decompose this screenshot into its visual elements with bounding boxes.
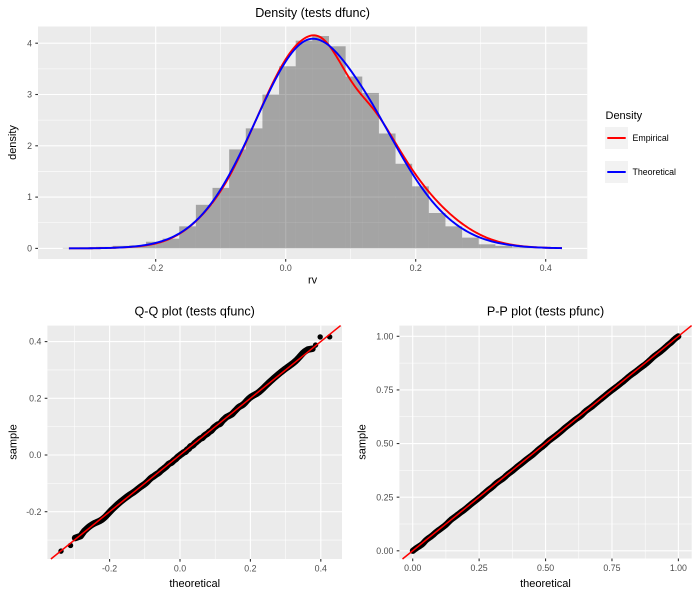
svg-text:0.50: 0.50 (376, 439, 393, 449)
svg-text:0.4: 0.4 (540, 263, 552, 273)
svg-text:2: 2 (27, 141, 32, 151)
svg-text:0.2: 0.2 (244, 564, 256, 574)
svg-text:0.50: 0.50 (537, 563, 554, 573)
svg-text:theoretical: theoretical (520, 578, 571, 590)
svg-text:-0.2: -0.2 (148, 263, 163, 273)
svg-text:-0.2: -0.2 (26, 507, 41, 517)
svg-text:P-P plot (tests pfunc): P-P plot (tests pfunc) (487, 305, 604, 319)
svg-text:0.25: 0.25 (376, 492, 393, 502)
svg-text:0.4: 0.4 (315, 564, 327, 574)
svg-text:Theoretical: Theoretical (633, 167, 677, 177)
svg-text:1.00: 1.00 (376, 331, 393, 341)
svg-text:Density: Density (606, 110, 643, 122)
svg-text:0: 0 (27, 244, 32, 254)
svg-text:sample: sample (7, 424, 19, 459)
svg-text:Empirical: Empirical (633, 133, 669, 143)
svg-text:1.00: 1.00 (670, 563, 687, 573)
svg-text:Density (tests dfunc): Density (tests dfunc) (255, 6, 370, 20)
svg-text:Q-Q plot (tests qfunc): Q-Q plot (tests qfunc) (135, 305, 255, 319)
svg-text:0.25: 0.25 (471, 563, 488, 573)
svg-text:theoretical: theoretical (169, 578, 220, 590)
svg-text:0.2: 0.2 (410, 263, 422, 273)
svg-text:-0.2: -0.2 (102, 564, 117, 574)
svg-text:0.2: 0.2 (29, 393, 41, 403)
svg-text:0.4: 0.4 (29, 337, 41, 347)
svg-text:0.75: 0.75 (376, 385, 393, 395)
svg-text:0.0: 0.0 (174, 564, 186, 574)
svg-text:0.00: 0.00 (404, 563, 421, 573)
svg-text:4: 4 (27, 38, 32, 48)
svg-text:1: 1 (27, 192, 32, 202)
svg-text:0.0: 0.0 (280, 263, 292, 273)
svg-text:sample: sample (357, 424, 369, 459)
svg-text:0.75: 0.75 (603, 563, 620, 573)
svg-text:0.0: 0.0 (29, 450, 41, 460)
svg-text:rv: rv (308, 275, 318, 287)
svg-text:0.00: 0.00 (376, 546, 393, 556)
svg-text:density: density (7, 125, 19, 160)
svg-text:3: 3 (27, 90, 32, 100)
